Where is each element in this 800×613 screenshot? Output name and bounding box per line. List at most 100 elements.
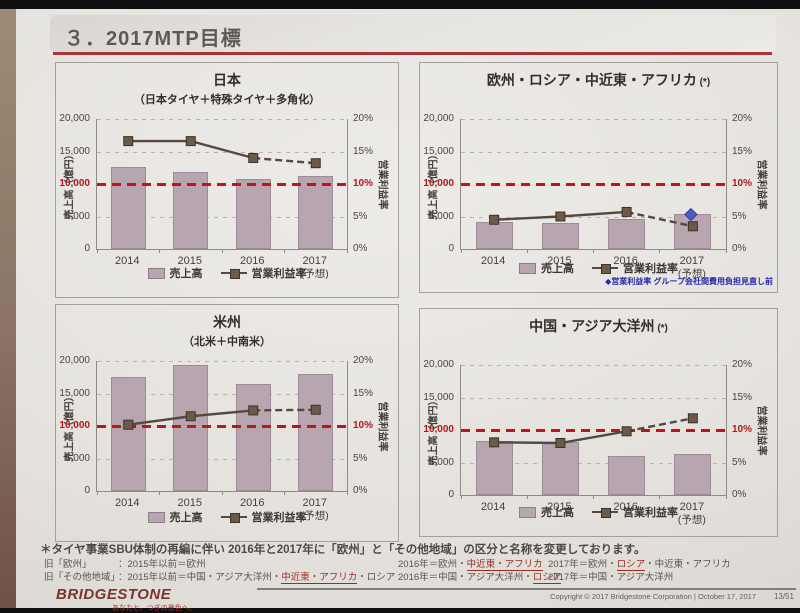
left-axis-tick: 10,000 bbox=[59, 178, 90, 189]
left-axis-tick: 0 bbox=[84, 243, 90, 254]
legend-margin-label: 営業利益率 bbox=[623, 507, 678, 519]
legend-marker bbox=[229, 513, 240, 523]
footnote-text: ：2015年以前＝中国・アジア大洋州・ bbox=[118, 572, 282, 583]
left-axis-tick: 5,000 bbox=[428, 456, 454, 468]
gridline bbox=[461, 462, 726, 464]
plot-area bbox=[96, 361, 348, 495]
axis-tick bbox=[346, 491, 348, 495]
footnote-col: ：2015年以前＝中国・アジア大洋州・中近東・アフリカ・ロシア bbox=[118, 569, 395, 584]
chart-title: 中国・アジア大洋州 (*) bbox=[529, 318, 668, 334]
target-reference-line bbox=[97, 183, 347, 186]
left-axis-tick: 15,000 bbox=[59, 145, 90, 157]
right-axis-tick: 20% bbox=[353, 113, 374, 124]
left-axis-tick: 10,000 bbox=[59, 420, 90, 431]
legend-revenue-label: 売上高 bbox=[169, 512, 203, 524]
gridline bbox=[97, 151, 347, 153]
legend-revenue-label: 売上高 bbox=[541, 263, 574, 275]
margin-square-marker bbox=[555, 438, 566, 448]
footnote-col: 2016年＝中国・アジア大洋州・ロシア bbox=[398, 569, 562, 584]
right-axis-tick: 5% bbox=[732, 210, 747, 222]
revenue-bar bbox=[298, 374, 334, 491]
legend-revenue: 売上高 bbox=[147, 509, 203, 525]
revenue-bar bbox=[235, 179, 271, 249]
gridline bbox=[461, 216, 726, 218]
footnote-changed-region: 中近東・アフリカ bbox=[281, 572, 358, 584]
legend-margin: 営業利益率 bbox=[592, 504, 678, 520]
axis-tick bbox=[346, 249, 348, 253]
axis-tick bbox=[284, 491, 285, 495]
left-axis-tick: 0 bbox=[448, 243, 454, 254]
right-axis-tick: 0% bbox=[353, 485, 368, 496]
operating-margin-line bbox=[489, 206, 698, 232]
right-axis-tick: 5% bbox=[353, 210, 368, 222]
footnote-col: 2017年＝欧州・ロシア・中近東・アフリカ bbox=[548, 556, 731, 571]
gridline bbox=[461, 151, 726, 153]
revenue-bar bbox=[541, 442, 579, 495]
footnote-asterisk-line: ＊タイヤ事業SBU体制の再編に伴い 2016年と2017年に「欧州」と「その他地… bbox=[40, 544, 646, 556]
gridline bbox=[461, 119, 726, 120]
axis-tick bbox=[659, 249, 661, 253]
left-axis-tick: 10,000 bbox=[423, 178, 454, 189]
footnote-col: ：2015年以前＝欧州 bbox=[118, 556, 206, 570]
chart-subtitle: （北米＋中南米） bbox=[183, 336, 271, 348]
gridline bbox=[461, 365, 726, 366]
screen-top-bezel bbox=[0, 0, 800, 9]
footnote-row-label: 旧「欧州」 bbox=[44, 559, 92, 570]
x-axis-label: 2014 bbox=[480, 501, 506, 513]
right-axis-tick: 5% bbox=[732, 456, 747, 468]
footnote-row: 旧「その他地域」 ：2015年以前＝中国・アジア大洋州・中近東・アフリカ・ロシア 2… bbox=[44, 569, 800, 584]
footnote-text: 2016年＝欧州・ bbox=[398, 559, 467, 570]
chart-legend: 売上高 営業利益率 bbox=[420, 260, 777, 276]
footnote-col: 2017年＝中国・アジア大洋州 bbox=[548, 569, 673, 583]
right-axis-title: 営業利益率 bbox=[755, 159, 767, 210]
chart-title: 米州 bbox=[213, 314, 241, 330]
footnote-row-label: 旧「その他地域」 bbox=[44, 572, 121, 583]
x-axis-label: 2015 bbox=[177, 497, 202, 509]
chart-panel-japan: 日本 （日本タイヤ＋特殊タイヤ＋多角化） 0 5,000 10,000 15,000 20,… bbox=[55, 62, 399, 298]
chart-title: 日本 bbox=[213, 72, 241, 88]
left-axis-tick: 5,000 bbox=[64, 452, 90, 464]
margin-square-marker bbox=[123, 419, 134, 430]
x-axis-label: 2014 bbox=[480, 255, 506, 267]
x-axis-label: 2017 (予想) bbox=[300, 497, 329, 522]
chart-panel-emea: 欧州・ロシア・中近東・アフリカ (*) 0 5,000 10,000 15,000 20,… bbox=[419, 62, 778, 293]
right-axis-tick: 10% bbox=[732, 178, 753, 189]
left-axis-tick: 10,000 bbox=[423, 424, 454, 435]
bar-swatch bbox=[519, 506, 536, 518]
left-axis-title: 売上高（億円） bbox=[428, 395, 440, 466]
gridline bbox=[97, 119, 347, 120]
revenue-bar bbox=[298, 175, 334, 249]
margin-square-marker bbox=[621, 206, 632, 217]
revenue-bar bbox=[235, 384, 271, 491]
legend-revenue: 売上高 bbox=[519, 260, 574, 276]
plot-area bbox=[460, 365, 727, 499]
revenue-bar bbox=[110, 167, 146, 249]
bar-swatch bbox=[519, 262, 536, 274]
revenue-bar bbox=[674, 213, 712, 249]
footnote-changed-region: ロシア bbox=[616, 559, 646, 571]
legend-revenue-label: 売上高 bbox=[541, 507, 574, 519]
right-axis-tick: 20% bbox=[732, 113, 753, 124]
chart-legend: 売上高 営業利益率 bbox=[56, 265, 398, 281]
axis-tick bbox=[725, 495, 727, 499]
legend-revenue: 売上高 bbox=[147, 265, 203, 281]
legend-revenue-label: 売上高 bbox=[169, 268, 203, 280]
x-axis-label: 2015 bbox=[547, 255, 572, 267]
left-axis-tick: 15,000 bbox=[423, 145, 454, 157]
right-axis-tick: 20% bbox=[732, 359, 753, 370]
bridgestone-logo: BRIDGESTONE bbox=[56, 586, 172, 603]
footnote-text: ：2015年以前＝欧州 bbox=[118, 559, 206, 570]
x-axis-label: 2016 bbox=[613, 255, 638, 267]
axis-tick bbox=[526, 495, 528, 499]
axis-tick bbox=[221, 491, 223, 495]
footer-divider bbox=[257, 588, 796, 590]
right-axis-tick: 0% bbox=[732, 489, 747, 500]
left-axis-tick: 20,000 bbox=[59, 113, 90, 124]
legend-margin-label: 営業利益率 bbox=[251, 268, 307, 280]
legend-marker bbox=[229, 269, 240, 279]
screen-left-bezel bbox=[0, 9, 16, 608]
right-axis-tick: 0% bbox=[353, 243, 368, 254]
right-axis-tick: 10% bbox=[353, 178, 374, 189]
footnote-row: 旧「欧州」 ：2015年以前＝欧州 2016年＝欧州・中近東・アフリカ 2017年＝欧… bbox=[44, 556, 800, 571]
line-swatch bbox=[592, 507, 618, 518]
